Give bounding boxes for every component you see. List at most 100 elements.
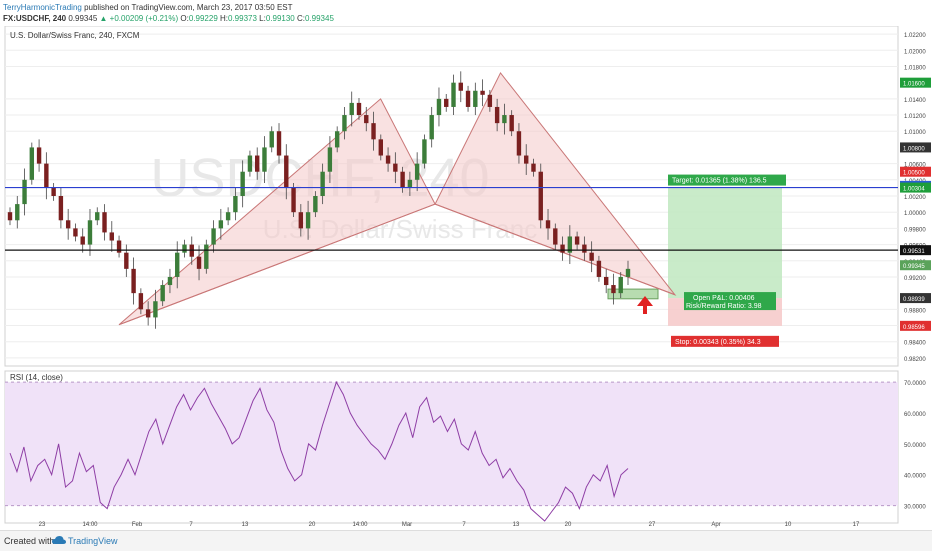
candle xyxy=(625,268,631,277)
rsi-line xyxy=(9,380,629,522)
rsi-y-tick-label: 50.0000 xyxy=(904,443,926,449)
candle xyxy=(487,94,493,107)
candle xyxy=(393,163,398,172)
close-label: C: xyxy=(296,14,305,23)
candle xyxy=(153,301,158,318)
stop-label: Stop: 0.00343 (0.35%) 34.3 xyxy=(675,339,761,346)
rsi-y-tick-label: 30.0000 xyxy=(904,505,926,511)
rsi-y-tick-label: 70.0000 xyxy=(904,381,926,387)
x-tick-label: Feb xyxy=(132,522,143,528)
up-arrow-icon xyxy=(637,296,653,314)
chart-area[interactable]: USDCHF, 240 U.S. Dollar/Swiss Franc Targ… xyxy=(0,26,932,531)
price-tag xyxy=(900,245,931,256)
price-tag xyxy=(900,166,931,177)
candle xyxy=(7,212,13,221)
candle xyxy=(116,240,122,253)
tradingview-link[interactable]: TradingView xyxy=(68,536,118,546)
price-tag-label: 1.00500 xyxy=(903,171,925,177)
y-tick-label: 0.98200 xyxy=(904,357,926,363)
candle xyxy=(458,82,463,91)
candle xyxy=(589,252,594,261)
x-tick-label: 23 xyxy=(39,522,46,528)
candle xyxy=(44,163,49,188)
candle xyxy=(182,244,187,253)
entry-zone xyxy=(607,288,659,300)
symbol-label: FX:USDCHF, 240 xyxy=(3,14,67,23)
rsi-y-tick-label: 60.0000 xyxy=(904,412,926,418)
candle xyxy=(444,98,449,107)
candle xyxy=(305,212,311,229)
y-tick-label: 1.00600 xyxy=(904,163,926,169)
candle xyxy=(80,236,85,245)
low-label: L: xyxy=(259,14,266,23)
candle xyxy=(65,220,71,229)
candle xyxy=(109,232,114,241)
x-tick-label: 13 xyxy=(242,522,249,528)
candle xyxy=(582,244,587,253)
x-tick-label: 14:00 xyxy=(82,522,98,528)
candle xyxy=(225,212,231,221)
last-price: 0.99345 xyxy=(68,14,98,23)
candle xyxy=(349,102,354,116)
price-change: ▲ +0.00209 (+0.21%) xyxy=(99,14,179,23)
candle xyxy=(356,102,362,116)
price-tag-label: 0.99345 xyxy=(903,264,925,270)
risk-reward-label: Risk/Reward Ratio: 3.98 xyxy=(686,303,762,310)
candle xyxy=(218,220,224,229)
price-tag-label: 1.00800 xyxy=(903,146,925,152)
candle xyxy=(596,260,602,277)
candle xyxy=(240,171,245,196)
target-label: Target: 0.01365 (1.38%) 136.5 xyxy=(672,178,767,185)
tradingview-cloud-icon xyxy=(52,536,66,544)
candle xyxy=(262,147,267,172)
publisher-link[interactable]: TerryHarmonicTrading xyxy=(3,3,82,12)
candle xyxy=(429,115,434,140)
candle xyxy=(422,139,427,164)
price-tag-label: 1.01600 xyxy=(903,82,925,88)
x-tick-label: 27 xyxy=(649,522,656,528)
candle xyxy=(545,220,551,229)
candle xyxy=(473,90,478,107)
candle xyxy=(102,212,107,233)
y-tick-label: 1.00200 xyxy=(904,195,926,201)
candle xyxy=(255,155,260,172)
candle xyxy=(320,171,325,196)
candle xyxy=(524,155,529,164)
x-tick-label: 7 xyxy=(462,522,466,528)
candle xyxy=(334,131,340,148)
candle xyxy=(138,293,144,310)
price-tag xyxy=(900,182,931,193)
candle xyxy=(494,106,500,124)
candle xyxy=(131,268,136,294)
candle xyxy=(204,244,209,269)
chart-header: TerryHarmonicTrading published on Tradin… xyxy=(0,0,932,26)
candle xyxy=(269,131,274,148)
x-tick-label: 13 xyxy=(513,522,520,528)
candle xyxy=(22,179,27,205)
candle xyxy=(611,285,616,294)
candle xyxy=(509,115,514,132)
candle xyxy=(516,131,522,156)
created-with-text: Created with xyxy=(4,536,55,546)
price-tag xyxy=(900,77,931,88)
candle xyxy=(196,256,202,269)
x-tick-label: 20 xyxy=(565,522,572,528)
candle xyxy=(538,171,543,221)
candle xyxy=(465,90,471,107)
candle xyxy=(175,252,180,277)
candle xyxy=(73,228,78,237)
candle xyxy=(385,155,391,164)
publish-line: TerryHarmonicTrading published on Tradin… xyxy=(3,3,293,12)
price-tag-label: 1.00304 xyxy=(903,187,925,193)
rsi-pane-title: RSI (14, close) xyxy=(10,373,63,382)
candle xyxy=(145,309,151,318)
y-tick-label: 1.01400 xyxy=(904,98,926,104)
x-tick-label: Mar xyxy=(402,522,412,528)
candle xyxy=(87,220,93,245)
candle xyxy=(313,196,318,213)
candle xyxy=(502,115,507,124)
candle xyxy=(58,196,64,221)
candle xyxy=(553,228,558,245)
candle xyxy=(364,115,369,124)
target-zone xyxy=(668,187,782,299)
